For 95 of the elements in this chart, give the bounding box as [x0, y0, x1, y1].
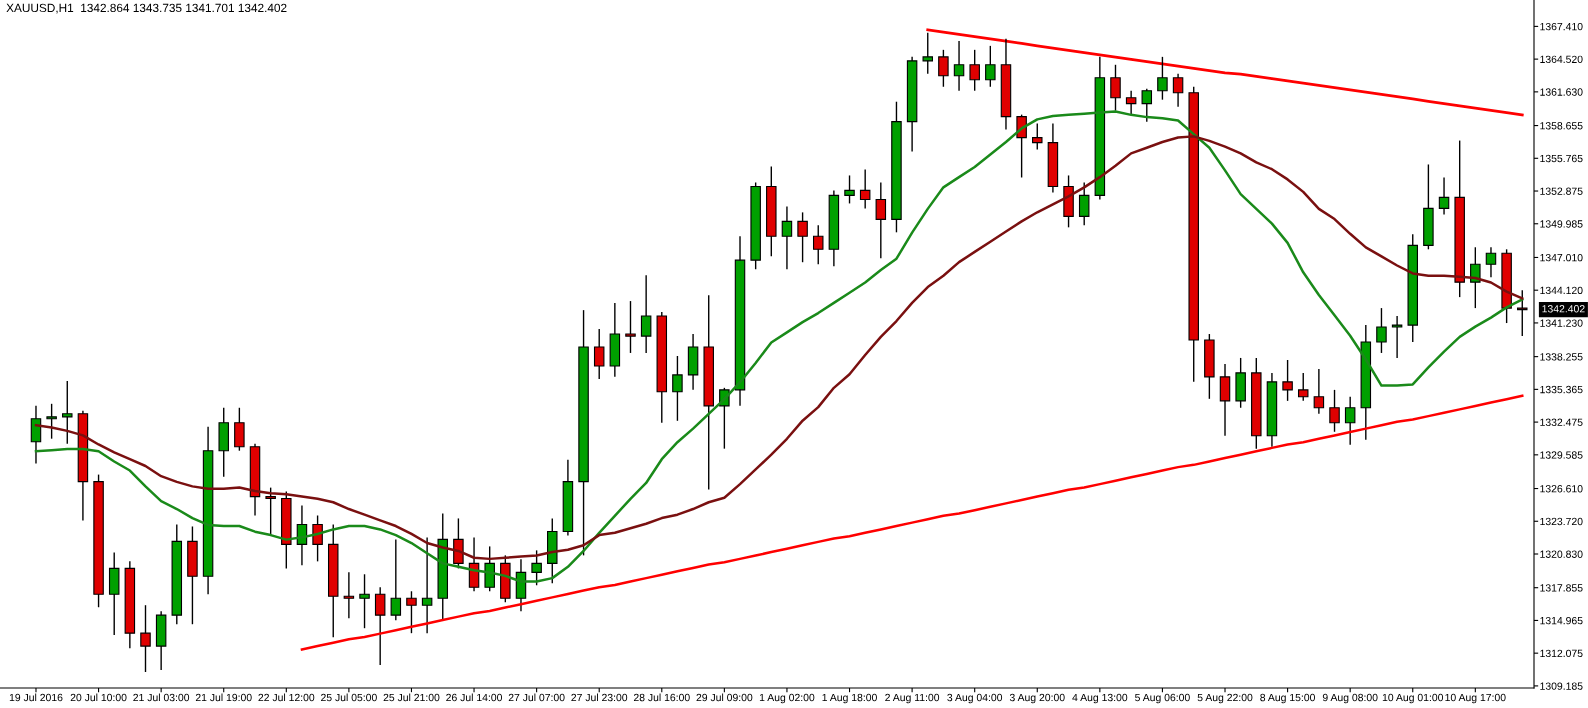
y-tick-label: 1312.075 [1540, 649, 1583, 658]
y-tick-label: 1320.830 [1540, 550, 1583, 558]
candlestick [343, 571, 355, 619]
candlestick [312, 514, 323, 563]
y-tick-label: 1317.855 [1540, 584, 1583, 592]
x-tick-label: 20 Jul 10:00 [70, 693, 127, 702]
x-tick-label: 21 Jul 03:00 [133, 693, 190, 702]
y-tick-label: 1338.255 [1540, 353, 1583, 361]
candlestick [593, 328, 605, 380]
candlestick [421, 536, 433, 634]
x-tick-label: 28 Jul 16:00 [633, 693, 690, 702]
candlestick [1376, 307, 1387, 354]
y-tick-label: 1326.610 [1540, 485, 1583, 493]
x-tick-label: 8 Aug 15:00 [1260, 693, 1315, 704]
x-tick-label: 2 Aug 11:00 [885, 693, 940, 704]
candlestick [1313, 368, 1325, 415]
text: 1342.402 [1542, 305, 1585, 313]
line-series [926, 28, 1524, 117]
candlestick [953, 40, 965, 92]
y-tick-label: 1341.230 [1540, 319, 1583, 327]
candlestick [875, 181, 887, 259]
candlestick [1517, 289, 1528, 337]
x-tick-label: 25 Jul 21:00 [383, 693, 440, 702]
candlestick [406, 590, 417, 634]
x-tick-label: 19 Jul 2016 [9, 693, 63, 702]
y-tick-label: 1355.765 [1540, 154, 1583, 163]
x-tick-label: 1 Aug 18:00 [822, 693, 877, 704]
y-tick-label: 1344.120 [1540, 286, 1583, 295]
candlestick [812, 224, 824, 265]
candlestick [859, 168, 871, 210]
y-tick-label: 1364.520 [1540, 55, 1583, 63]
candlestick [390, 538, 402, 621]
candlestick [1485, 246, 1497, 278]
y-tick-label: 1361.630 [1540, 88, 1583, 96]
y-tick-label: 1335.365 [1540, 385, 1583, 394]
candlestick [1297, 372, 1309, 402]
y-tick-label: 1358.655 [1540, 122, 1583, 130]
candlestick [969, 49, 980, 92]
candlestick [1438, 176, 1450, 216]
candlestick [1172, 73, 1184, 108]
x-tick-label: 4 Aug 13:00 [1072, 693, 1128, 704]
candlestick [374, 586, 386, 666]
candlestick [1329, 389, 1340, 433]
x-tick-label: 5 Aug 22:00 [1197, 693, 1253, 704]
candlestick [1032, 122, 1043, 151]
x-tick-label: 9 Aug 08:00 [1322, 693, 1378, 704]
x-tick-label: 10 Aug 01:00 [1382, 693, 1444, 704]
candlestick [359, 573, 370, 629]
x-tick-label: 3 Aug 20:00 [1009, 693, 1065, 704]
x-tick-label: 27 Jul 07:00 [508, 693, 565, 702]
x-tick-label: 21 Jul 19:00 [195, 693, 252, 702]
candlestick [531, 549, 542, 586]
candlestick [625, 300, 636, 354]
y-tick-label: 1314.965 [1540, 616, 1583, 625]
x-tick-label: 5 Aug 06:00 [1135, 693, 1190, 704]
candlestick [640, 274, 652, 354]
x-tick-label: 26 Jul 14:00 [446, 693, 503, 702]
y-tick-label: 1329.585 [1540, 451, 1583, 459]
candlestick [1344, 396, 1356, 446]
candlestick [62, 380, 73, 445]
candlestick [672, 355, 683, 422]
x-tick-label: 1 Aug 02:00 [759, 693, 815, 704]
x-tick-label: 29 Jul 09:00 [696, 693, 753, 702]
line-series [300, 394, 1524, 651]
x-tick-label: 22 Jul 12:00 [258, 693, 315, 702]
y-tick-label: 1332.475 [1540, 418, 1583, 426]
y-tick-label: 1349.985 [1540, 220, 1583, 228]
candlestick [265, 486, 276, 537]
y-tick-label: 1347.010 [1540, 253, 1583, 262]
candlestick [1078, 181, 1090, 226]
y-tick-label: 1367.410 [1540, 22, 1583, 31]
candlestick [1141, 87, 1153, 123]
candlestick [46, 403, 57, 440]
candlestick [938, 49, 949, 88]
candlestick [1125, 90, 1137, 116]
candlestick [1470, 246, 1481, 309]
x-tick-label: 27 Jul 23:00 [571, 693, 628, 702]
candlestick [985, 45, 996, 88]
candlestick [484, 545, 495, 592]
x-tick-label: 3 Aug 04:00 [947, 693, 1003, 704]
candlestick [844, 174, 855, 205]
y-tick-label: 1323.720 [1540, 517, 1583, 526]
candlestick [922, 32, 934, 75]
candlestick [1282, 359, 1293, 402]
chart-title: XAUUSD,H1 1342.864 1343.735 1341.701 1342.402 [6, 3, 287, 14]
candlestick [140, 604, 151, 673]
candlestick [1157, 56, 1168, 101]
candlestick [1391, 315, 1403, 359]
y-tick-label: 1309.185 [1540, 682, 1583, 690]
candlestick [797, 211, 808, 263]
candlestick [781, 205, 793, 270]
y-tick-label: 1352.875 [1540, 187, 1583, 195]
candlestick [1110, 64, 1121, 112]
x-tick-label: 25 Jul 05:00 [321, 693, 377, 702]
x-tick-label: 10 Aug 17:00 [1445, 693, 1506, 704]
